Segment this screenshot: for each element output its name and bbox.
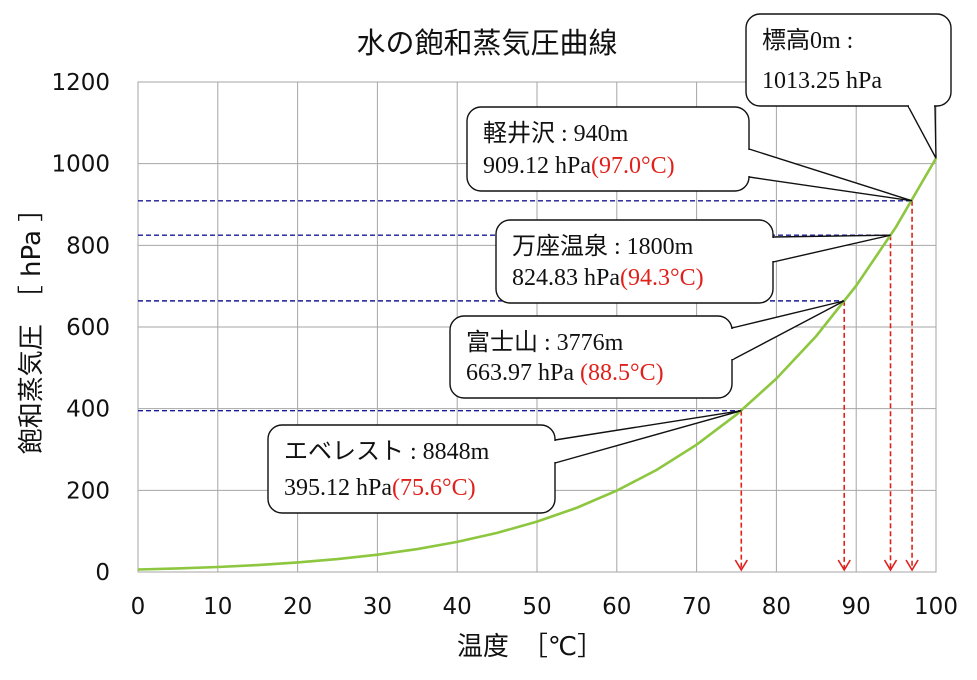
callout-1: 軽井沢 : 940m 909.12 hPa(97.0°C) bbox=[466, 106, 913, 202]
y-tick-label: 800 bbox=[66, 233, 110, 259]
callout-pointer bbox=[748, 148, 913, 202]
y-axis-label: 飽和蒸気圧 ［ hPa ］ bbox=[17, 196, 47, 454]
callout-pointer bbox=[906, 105, 937, 159]
chart-title: 水の飽和蒸気圧曲線 bbox=[356, 26, 617, 60]
callout-pointer bbox=[554, 409, 742, 464]
x-tick-label: 50 bbox=[522, 594, 551, 620]
x-tick-label: 80 bbox=[762, 594, 791, 620]
x-tick-label: 0 bbox=[131, 594, 146, 620]
callout-location: エベレスト : 8848m bbox=[284, 439, 490, 465]
callout-pressure: 395.12 hPa(75.6°C) bbox=[284, 475, 476, 501]
x-tick-label: 40 bbox=[443, 594, 472, 620]
callout-pressure: 663.97 hPa (88.5°C) bbox=[466, 360, 664, 386]
callout-4: エベレスト : 8848m 395.12 hPa(75.6°C) bbox=[267, 409, 742, 514]
x-axis-label: 温度 ［℃］ bbox=[457, 632, 603, 662]
curve-layer bbox=[137, 157, 938, 571]
callout-location: 標高0m : bbox=[762, 27, 853, 54]
y-tick-label: 600 bbox=[66, 315, 110, 341]
callout-pointer bbox=[731, 300, 845, 362]
x-tick-label: 30 bbox=[363, 594, 392, 620]
x-tick-label: 100 bbox=[914, 594, 958, 620]
callout-location: 軽井沢 : 940m bbox=[483, 120, 629, 147]
y-tick-label: 200 bbox=[66, 478, 110, 504]
x-tick-label: 70 bbox=[682, 594, 711, 620]
callout-pressure: 1013.25 hPa bbox=[762, 68, 882, 94]
saturation-curve-line bbox=[137, 157, 938, 571]
callout-location: 万座温泉 : 1800m bbox=[512, 233, 694, 260]
x-tick-label: 20 bbox=[283, 594, 312, 620]
y-tick-label: 0 bbox=[95, 560, 110, 586]
callout-2: 万座温泉 : 1800m 824.83 hPa(94.3°C) bbox=[495, 219, 891, 304]
y-tick-label: 400 bbox=[66, 397, 110, 423]
callout-location: 富士山 : 3776m bbox=[466, 329, 624, 356]
callout-pressure: 824.83 hPa(94.3°C) bbox=[512, 265, 704, 291]
callout-box bbox=[466, 106, 750, 192]
x-tick-label: 60 bbox=[602, 594, 631, 620]
callout-0: 標高0m : 1013.25 hPa bbox=[745, 13, 952, 159]
x-tick-labels: 0 10 20 30 40 50 60 70 80 90 100 bbox=[131, 594, 958, 620]
callout-box bbox=[495, 219, 774, 304]
y-tick-labels: 0 200 400 600 800 1000 1200 bbox=[51, 70, 110, 586]
callout-boiling-point: (94.3°C) bbox=[620, 265, 704, 291]
x-tick-label: 10 bbox=[203, 594, 232, 620]
callout-3: 富士山 : 3776m 663.97 hPa (88.5°C) bbox=[449, 300, 845, 399]
callout-boiling-point: (88.5°C) bbox=[580, 360, 664, 386]
callout-boiling-point: (97.0°C) bbox=[591, 153, 675, 179]
plot-frame bbox=[137, 81, 937, 573]
y-tick-label: 1000 bbox=[51, 152, 110, 178]
y-tick-label: 1200 bbox=[51, 70, 110, 96]
x-tick-label: 90 bbox=[842, 594, 871, 620]
callout-pointer bbox=[772, 234, 891, 263]
callout-pressure: 909.12 hPa(97.0°C) bbox=[483, 153, 675, 179]
callout-boiling-point: (75.6°C) bbox=[392, 475, 476, 501]
callout-layer: 標高0m : 1013.25 hPa 軽井沢 : 940m 909.12 hPa(9… bbox=[267, 13, 952, 514]
callout-box bbox=[267, 424, 556, 514]
callout-box bbox=[745, 13, 952, 107]
